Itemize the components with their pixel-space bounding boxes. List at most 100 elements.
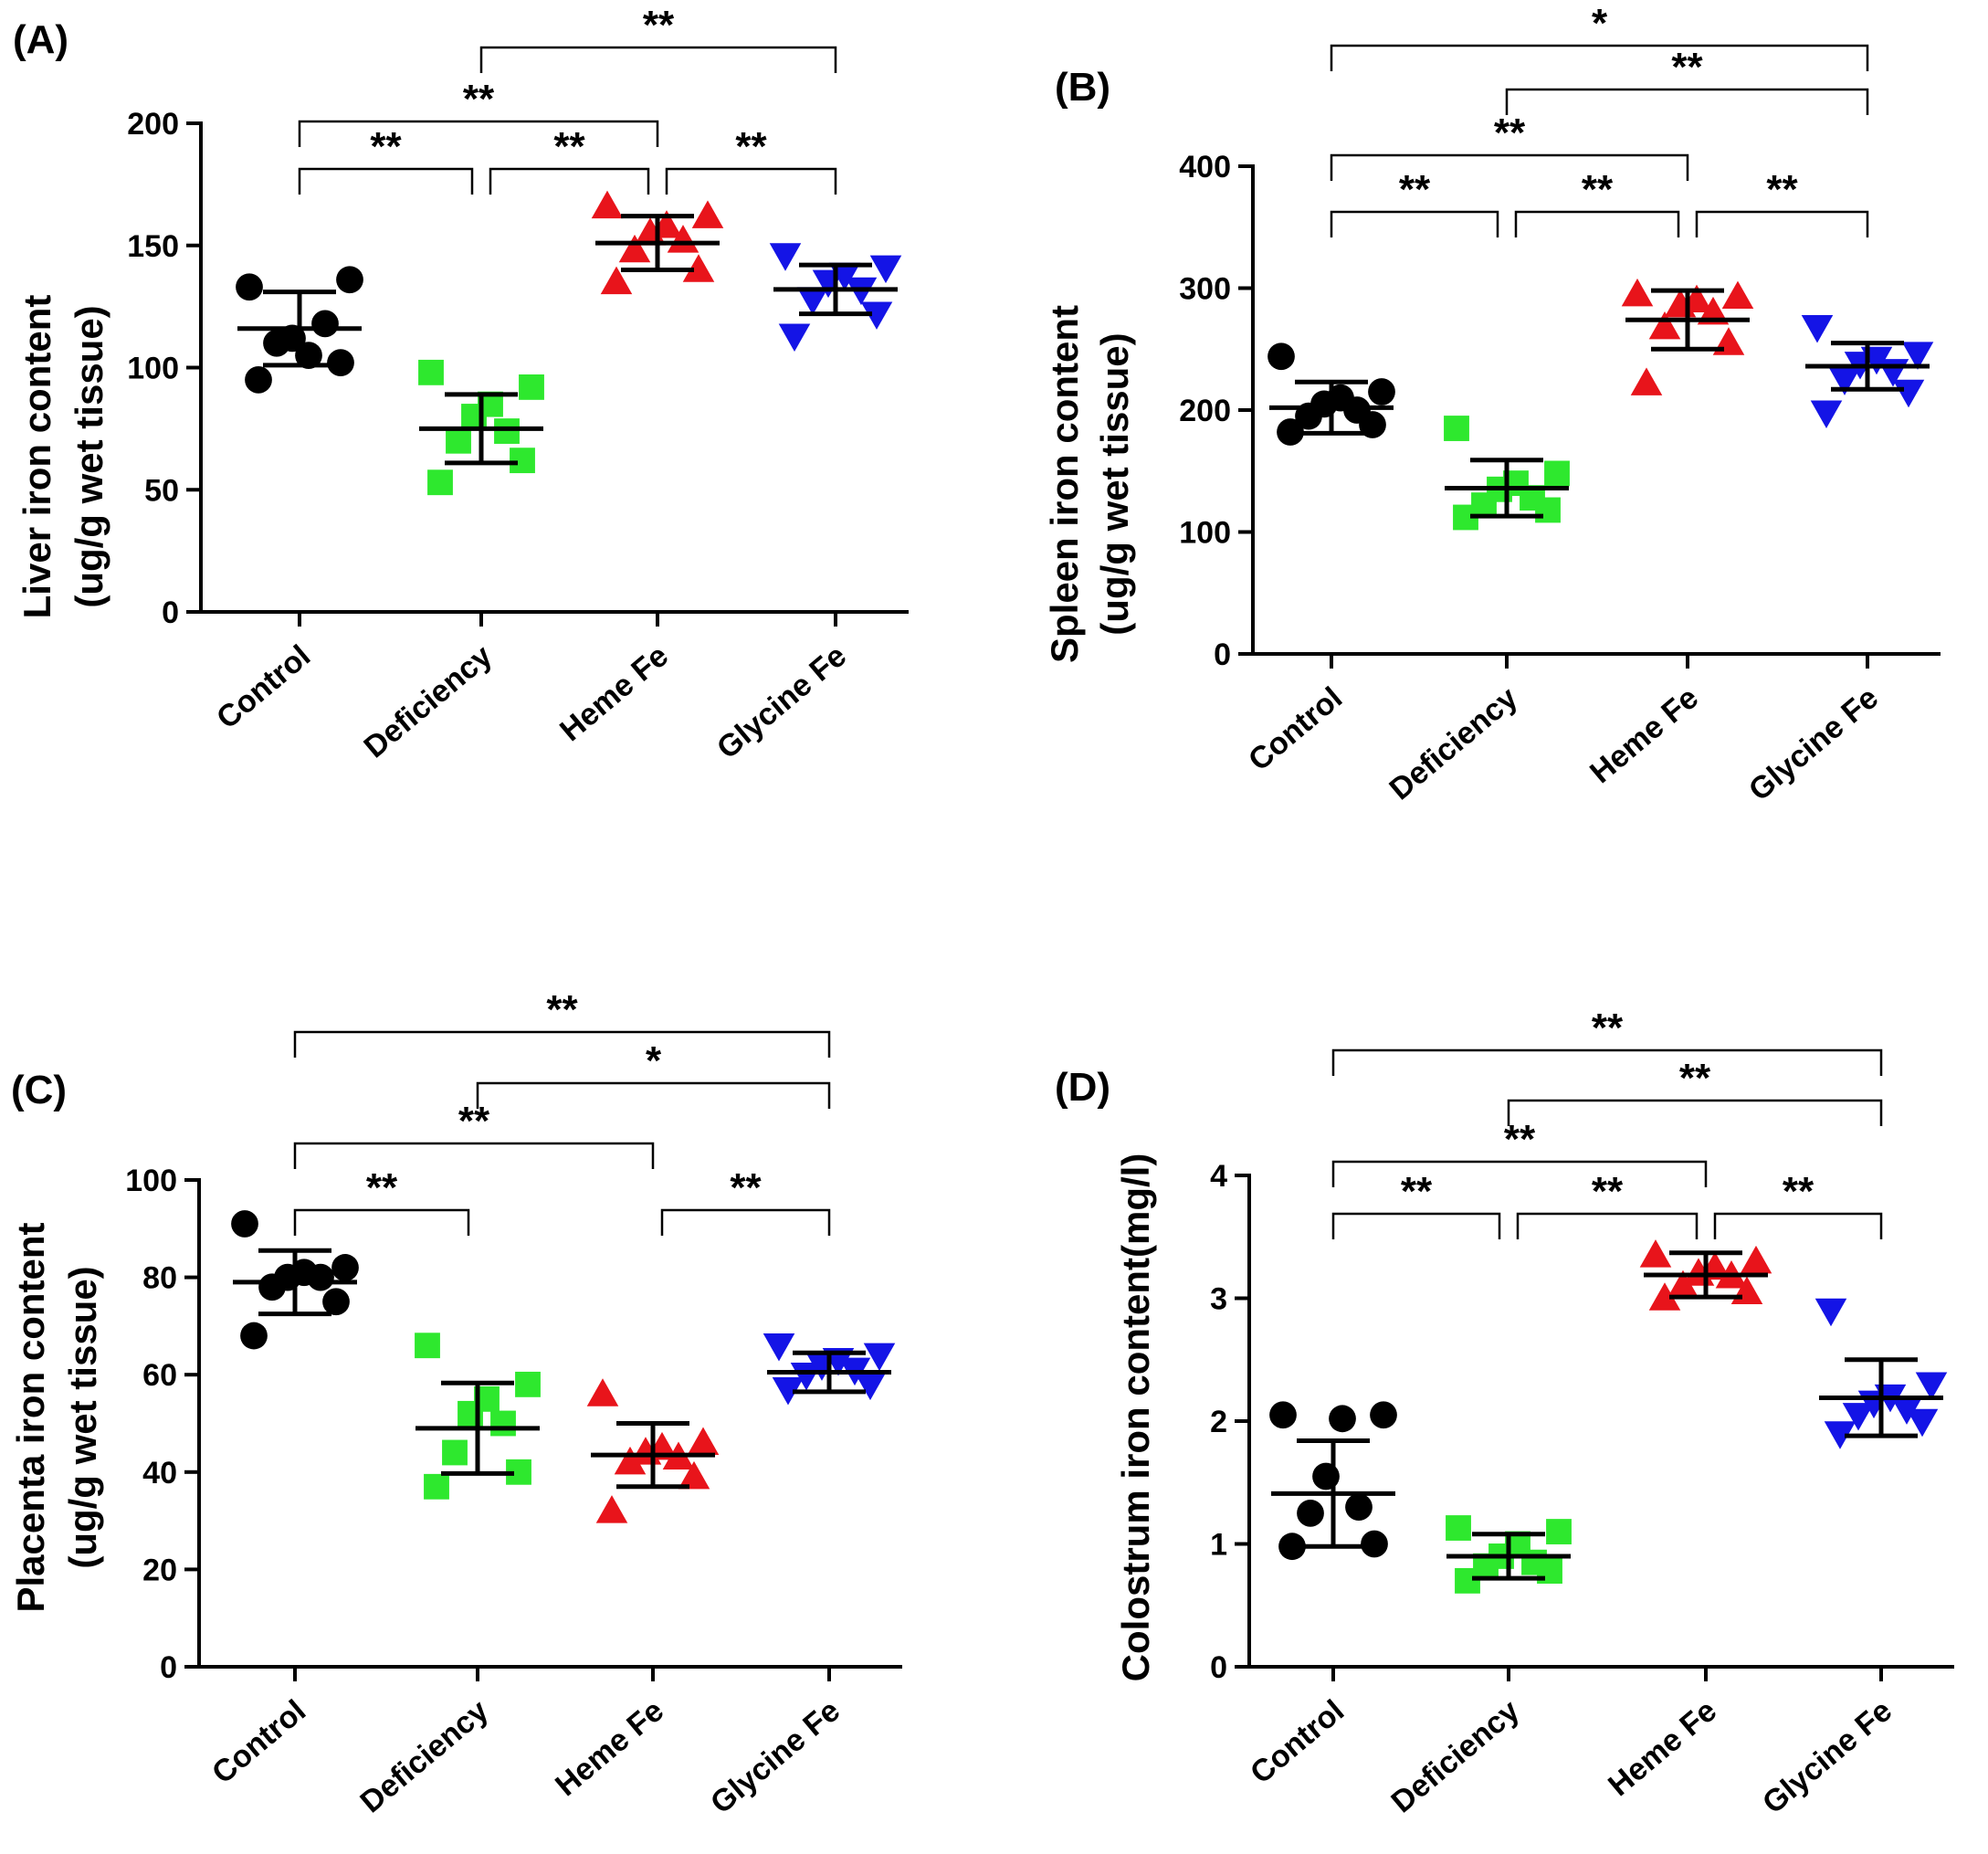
bracket-line <box>476 1081 831 1109</box>
data-point <box>772 1376 805 1406</box>
bracket-line <box>1505 88 1869 115</box>
significance-bracket: ** <box>298 77 659 147</box>
significance-label: ** <box>1582 167 1614 212</box>
significance-bracket: ** <box>293 1165 470 1236</box>
significance-label: ** <box>1766 167 1798 212</box>
panel-c: (C) 0 20 40 60 80 100 Control Deficiency Heme Fe G… <box>9 987 902 1821</box>
x-tick-label: Deficiency <box>1384 1693 1526 1819</box>
data-point <box>1630 367 1663 395</box>
series-glycine-fe <box>1814 1298 1948 1449</box>
significance-bracket: ** <box>298 124 474 195</box>
bracket-line <box>293 1208 470 1236</box>
significance-label: * <box>1592 1 1608 46</box>
data-point <box>1667 1269 1699 1299</box>
y-tick-label: 400 <box>1179 150 1231 184</box>
data-point <box>331 1254 359 1281</box>
significance-bracket: ** <box>293 1099 655 1169</box>
data-point <box>424 1473 449 1500</box>
data-point <box>327 349 354 377</box>
data-point <box>1828 367 1861 395</box>
data-point <box>682 254 715 282</box>
series-heme-fe <box>1621 278 1754 395</box>
panel-label: (C) <box>11 1068 67 1112</box>
y-tick-label: 80 <box>142 1261 177 1296</box>
panel-b: (B) 0 100 200 300 400 Control Deficiency Heme Fe… <box>1043 1 1941 808</box>
data-point <box>236 273 263 301</box>
data-point <box>678 1460 710 1490</box>
data-point <box>1814 1298 1847 1327</box>
data-point <box>418 359 444 385</box>
data-point <box>427 469 453 496</box>
data-point <box>415 1333 440 1359</box>
significance-label: ** <box>1783 1169 1814 1214</box>
significance-bracket: ** <box>660 1165 831 1236</box>
significance-bracket: ** <box>1330 111 1689 181</box>
x-tick-label: Glycine Fe <box>704 1693 847 1821</box>
data-point <box>691 200 724 228</box>
bracket-line <box>1516 1212 1699 1239</box>
x-tick-label: Glycine Fe <box>1756 1693 1899 1821</box>
series-control <box>1267 342 1395 446</box>
significance-label: ** <box>546 987 578 1032</box>
x-tick-label: Control <box>205 1693 312 1791</box>
data-point <box>1890 1396 1923 1425</box>
significance-bracket: ** <box>1695 167 1869 237</box>
bracket-line <box>489 167 650 195</box>
y-tick-label: 4 <box>1210 1159 1227 1194</box>
series-deficiency <box>418 359 544 496</box>
data-point <box>763 1333 795 1362</box>
panel-a: (A) 0 50 100 150 200 Control Deficiency Heme Fe G… <box>13 3 909 766</box>
data-point <box>863 1343 896 1372</box>
data-point <box>1297 1499 1324 1527</box>
data-point <box>1327 384 1354 412</box>
data-point <box>1648 311 1681 340</box>
bracket-line <box>1331 1048 1883 1076</box>
x-tick-label: Heme Fe <box>1602 1693 1723 1803</box>
data-point <box>1267 342 1295 371</box>
y-tick-label: 100 <box>125 1164 177 1198</box>
bracket-line <box>293 1030 831 1058</box>
data-point <box>687 1427 720 1456</box>
data-point <box>869 255 902 284</box>
y-axis-title: Spleen iron content <box>1043 305 1086 663</box>
significance-bracket: ** <box>1330 167 1499 237</box>
x-tick-label: Control <box>210 638 317 736</box>
y-axis-title: Liver iron content <box>16 295 58 619</box>
significance-label: ** <box>1671 45 1703 90</box>
x-tick-label: Heme Fe <box>549 1693 670 1803</box>
y-tick-label: 0 <box>1210 1650 1227 1685</box>
data-point <box>1269 1401 1297 1429</box>
data-point <box>1329 1405 1356 1433</box>
y-tick-label: 300 <box>1179 272 1231 307</box>
bracket-line <box>298 167 474 195</box>
significance-bracket: ** <box>1713 1169 1883 1239</box>
significance-bracket: ** <box>489 124 650 195</box>
data-point <box>1621 278 1654 307</box>
data-point <box>1721 280 1754 310</box>
data-point <box>490 1410 516 1437</box>
significance-bracket: ** <box>1505 45 1869 115</box>
data-point <box>769 243 802 271</box>
data-point <box>778 323 811 353</box>
data-point <box>1278 1533 1306 1561</box>
bracket-line <box>1330 153 1689 181</box>
data-point <box>290 1259 318 1287</box>
x-tick-label: Control <box>1244 1693 1351 1791</box>
data-point <box>494 418 520 444</box>
significance-label: ** <box>366 1165 398 1210</box>
y-tick-label: 0 <box>1214 637 1231 672</box>
data-point <box>1906 1408 1939 1438</box>
series-glycine-fe <box>769 243 902 353</box>
data-point <box>591 190 624 219</box>
data-point <box>240 1322 268 1350</box>
significance-label: ** <box>1494 111 1526 155</box>
significance-bracket: ** <box>1331 1006 1883 1076</box>
series-control <box>1269 1401 1397 1561</box>
y-tick-label: 0 <box>160 1650 177 1685</box>
y-axis-title-unit: (ug/g wet tissue) <box>61 1266 104 1568</box>
bracket-line <box>479 46 837 73</box>
data-point <box>667 225 699 253</box>
significance-bracket: ** <box>665 124 837 195</box>
bracket-line <box>1507 1099 1883 1126</box>
series-control <box>231 1210 359 1350</box>
